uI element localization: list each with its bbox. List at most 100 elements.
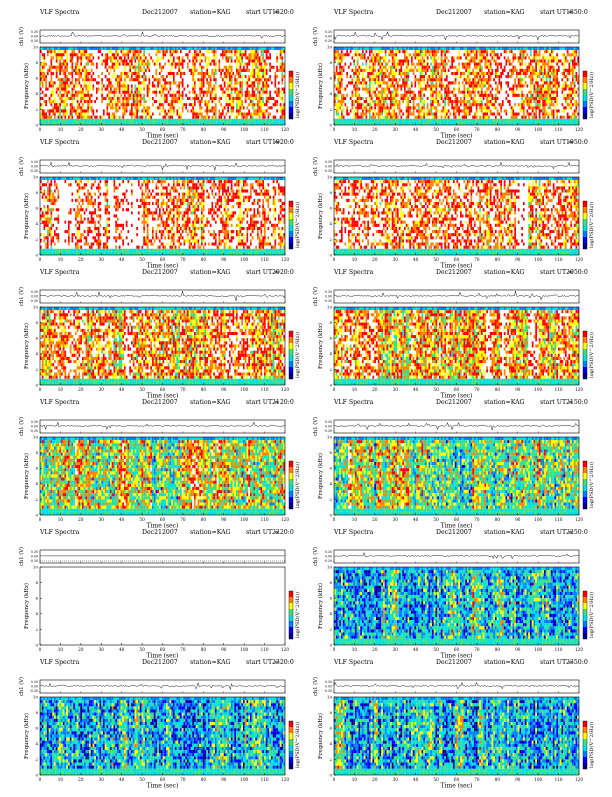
- spectrogram-cell: [114, 91, 116, 94]
- spectrogram-cell: [133, 119, 135, 122]
- spectrogram-cell: [66, 116, 68, 119]
- spectrogram-cell: [112, 47, 114, 50]
- spectrogram-cell: [93, 94, 95, 97]
- spectrogram-cell: [89, 88, 91, 91]
- spectrogram-cell: [82, 50, 84, 53]
- spectrogram-cell: [70, 66, 72, 69]
- spectrogram-cell: [47, 100, 49, 103]
- spectrogram-cell: [66, 53, 68, 56]
- spectrogram-cell: [94, 66, 96, 69]
- spectrogram-cell: [131, 75, 133, 78]
- spectrogram-cell: [65, 113, 67, 116]
- spectrogram-cell: [112, 84, 114, 87]
- spectrogram-cell: [121, 50, 123, 53]
- spectrogram-cell: [150, 109, 152, 112]
- spectrogram-cell: [65, 109, 67, 112]
- spectrogram-cell: [84, 97, 86, 100]
- spectrogram-cell: [103, 69, 105, 72]
- spectrogram-cell: [58, 88, 60, 91]
- spectrogram-cell: [96, 97, 98, 100]
- spectrogram-cell: [79, 106, 81, 109]
- spectrogram-cell: [114, 109, 116, 112]
- spectrogram-cell: [149, 56, 151, 59]
- spectrogram-cell: [89, 78, 91, 81]
- spectrogram-cell: [89, 53, 91, 56]
- spectrogram-cell: [51, 109, 53, 112]
- spectrogram-cell: [98, 59, 100, 62]
- spectrogram-cell: [45, 97, 47, 100]
- spectrogram-cell: [86, 75, 88, 78]
- spectrogram-cell: [94, 81, 96, 84]
- spectrogram-cell: [42, 78, 44, 81]
- spectrogram-cell: [61, 59, 63, 62]
- spectrogram-cell: [91, 59, 93, 62]
- spectrogram-cell: [129, 94, 131, 97]
- spectrogram-cell: [93, 56, 95, 59]
- spectrogram-cell: [128, 72, 130, 75]
- spectrogram-cell: [73, 100, 75, 103]
- spectrogram-cell: [91, 66, 93, 69]
- spectrogram-cell: [115, 78, 117, 81]
- spectrogram-cell: [91, 103, 93, 106]
- spectrogram-cell: [107, 91, 109, 94]
- spectrogram-cell: [73, 109, 75, 112]
- spectrogram-cell: [124, 122, 126, 125]
- spectrogram-cell: [138, 103, 140, 106]
- spectrogram-cell: [80, 88, 82, 91]
- spectrogram-cell: [121, 72, 123, 75]
- spectrogram-cell: [47, 88, 49, 91]
- spectrogram-cell: [133, 72, 135, 75]
- spectrogram-cell: [75, 56, 77, 59]
- spectrogram-cell: [142, 53, 144, 56]
- spectrogram-cell: [93, 50, 95, 53]
- spectrogram-cell: [133, 66, 135, 69]
- spectrogram-cell: [73, 53, 75, 56]
- spectrogram-cell: [51, 50, 53, 53]
- spectrogram-cell: [108, 84, 110, 87]
- spectrogram-cell: [91, 106, 93, 109]
- panel-date: Dec212007: [142, 9, 178, 16]
- spectrogram-cell: [143, 109, 145, 112]
- spectrogram-cell: [128, 56, 130, 59]
- spectrogram-cell: [126, 88, 128, 91]
- spectrogram-cell: [133, 106, 135, 109]
- spectrogram-cell: [107, 66, 109, 69]
- spectrogram-cell: [149, 116, 151, 119]
- spectrogram-cell: [51, 66, 53, 69]
- spectrogram-cell: [77, 53, 79, 56]
- spectrogram-cell: [84, 78, 86, 81]
- spectrogram-cell: [152, 53, 154, 56]
- spectrogram-cell: [56, 47, 58, 50]
- spectrogram-cell: [112, 106, 114, 109]
- spectrogram-cell: [145, 119, 147, 122]
- spectrogram-cell: [58, 116, 60, 119]
- spectrogram-cell: [70, 59, 72, 62]
- spectrogram-cell: [59, 53, 61, 56]
- spectrogram-cell: [140, 66, 142, 69]
- spectrogram-cell: [86, 116, 88, 119]
- spectrogram-cell: [86, 56, 88, 59]
- spectrogram-cell: [112, 91, 114, 94]
- spectrogram-cell: [73, 122, 75, 125]
- spectrogram-cell: [131, 94, 133, 97]
- spectrogram-cell: [114, 113, 116, 116]
- spectrogram-cell: [98, 113, 100, 116]
- spectrogram-cell: [140, 53, 142, 56]
- spectrogram-cell: [49, 63, 51, 66]
- spectrogram-cell: [44, 59, 46, 62]
- spectrogram-cell: [84, 109, 86, 112]
- spectrogram-cell: [80, 78, 82, 81]
- spectrogram-cell: [143, 103, 145, 106]
- spectrogram-cell: [61, 81, 63, 84]
- spectrogram-cell: [86, 63, 88, 66]
- spectrogram-cell: [124, 113, 126, 116]
- spectrogram-cell: [42, 119, 44, 122]
- spectrogram-cell: [77, 91, 79, 94]
- spectrogram-cell: [89, 113, 91, 116]
- spectrogram-cell: [131, 72, 133, 75]
- spectrogram-cell: [79, 94, 81, 97]
- spectrogram-cell: [56, 94, 58, 97]
- spectrogram-cell: [128, 122, 130, 125]
- spectrogram-cell: [147, 94, 149, 97]
- spectrogram-cell: [56, 53, 58, 56]
